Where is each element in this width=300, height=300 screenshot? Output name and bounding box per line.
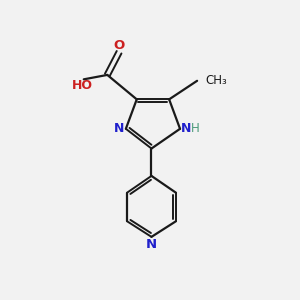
Text: N: N [114,122,124,135]
Text: O: O [113,39,125,52]
Text: N: N [181,122,191,135]
Text: CH₃: CH₃ [206,74,227,87]
Text: N: N [146,238,157,251]
Text: HO: HO [72,79,93,92]
Text: H: H [191,122,200,135]
